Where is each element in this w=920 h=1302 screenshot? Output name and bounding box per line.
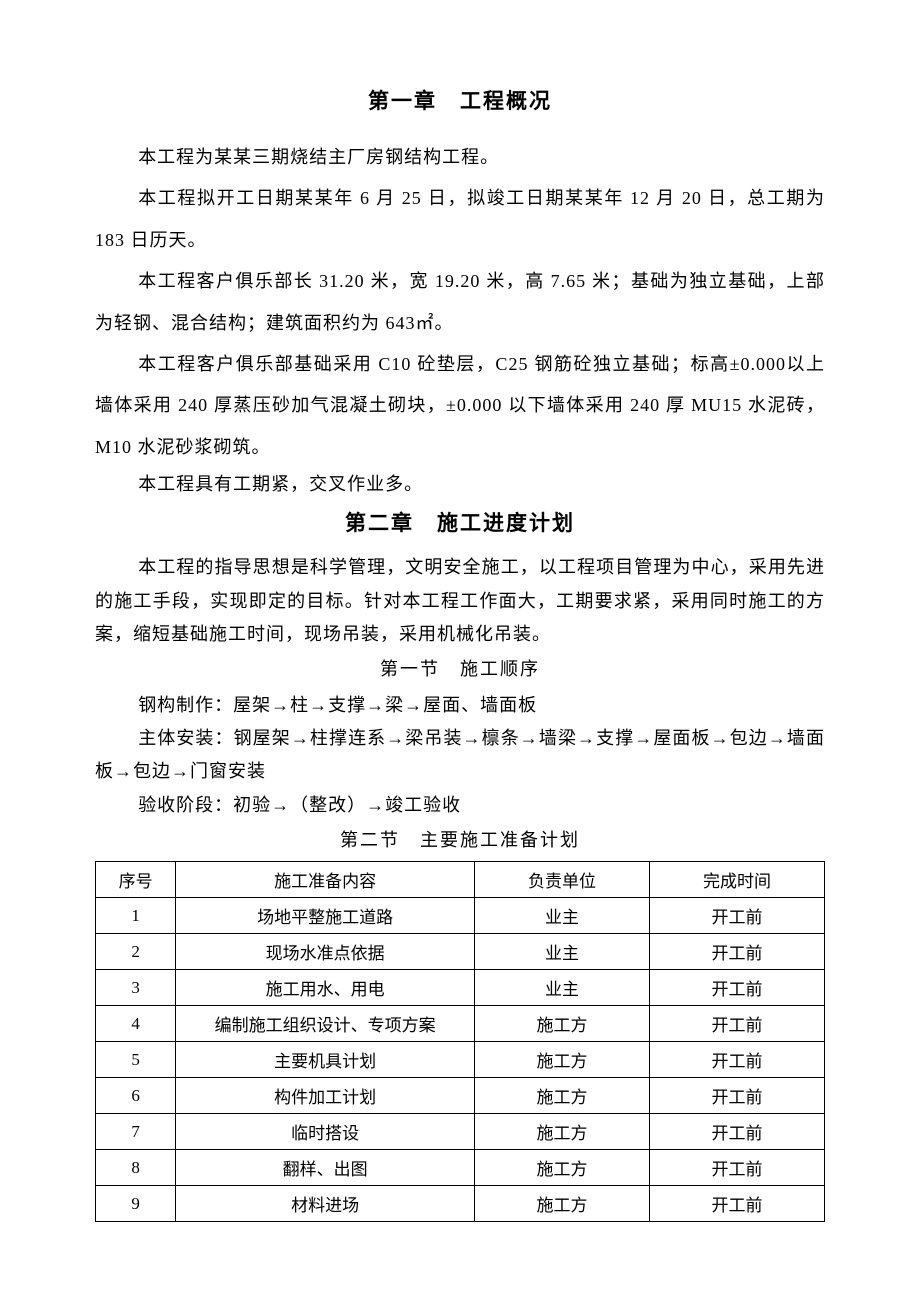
table-cell: 翻样、出图 (176, 1150, 475, 1186)
table-cell: 9 (96, 1186, 176, 1222)
section-1-para-2: 主体安装：钢屋架→柱撑连系→梁吊装→檩条→墙梁→支撑→屋面板→包边→墙面板→包边… (95, 722, 825, 789)
table-cell: 7 (96, 1114, 176, 1150)
table-header-row: 序号 施工准备内容 负责单位 完成时间 (96, 862, 825, 898)
chapter-1-para-4: 本工程客户俱乐部基础采用 C10 砼垫层，C25 钢筋砼独立基础；标高±0.00… (95, 344, 825, 468)
table-row: 4编制施工组织设计、专项方案施工方开工前 (96, 1006, 825, 1042)
chapter-1-para-1: 本工程为某某三期烧结主厂房钢结构工程。 (95, 137, 825, 178)
table-cell: 开工前 (650, 898, 825, 934)
table-cell: 材料进场 (176, 1186, 475, 1222)
table-cell: 施工用水、用电 (176, 970, 475, 1006)
table-row: 6构件加工计划施工方开工前 (96, 1078, 825, 1114)
table-cell: 主要机具计划 (176, 1042, 475, 1078)
table-cell: 施工方 (475, 1114, 650, 1150)
table-row: 3施工用水、用电业主开工前 (96, 970, 825, 1006)
table-cell: 施工方 (475, 1006, 650, 1042)
table-header-seq: 序号 (96, 862, 176, 898)
section-2-title: 第二节 主要施工准备计划 (95, 824, 825, 857)
table-row: 1场地平整施工道路业主开工前 (96, 898, 825, 934)
table-header-unit: 负责单位 (475, 862, 650, 898)
table-row: 7临时搭设施工方开工前 (96, 1114, 825, 1150)
table-cell: 场地平整施工道路 (176, 898, 475, 934)
table-cell: 开工前 (650, 1186, 825, 1222)
table-cell: 施工方 (475, 1150, 650, 1186)
chapter-2-title: 第二章 施工进度计划 (95, 507, 825, 537)
table-cell: 开工前 (650, 934, 825, 970)
table-cell: 开工前 (650, 1006, 825, 1042)
preparation-table: 序号 施工准备内容 负责单位 完成时间 1场地平整施工道路业主开工前2现场水准点… (95, 861, 825, 1222)
table-cell: 开工前 (650, 1078, 825, 1114)
table-cell: 2 (96, 934, 176, 970)
chapter-1-para-3: 本工程客户俱乐部长 31.20 米，宽 19.20 米，高 7.65 米；基础为… (95, 261, 825, 344)
section-1-title: 第一节 施工顺序 (95, 653, 825, 686)
table-cell: 3 (96, 970, 176, 1006)
table-cell: 编制施工组织设计、专项方案 (176, 1006, 475, 1042)
table-cell: 1 (96, 898, 176, 934)
table-cell: 施工方 (475, 1078, 650, 1114)
table-row: 2现场水准点依据业主开工前 (96, 934, 825, 970)
chapter-1-para-5: 本工程具有工期紧，交叉作业多。 (95, 468, 825, 501)
preparation-table-wrap: 序号 施工准备内容 负责单位 完成时间 1场地平整施工道路业主开工前2现场水准点… (95, 861, 825, 1222)
table-cell: 构件加工计划 (176, 1078, 475, 1114)
table-cell: 业主 (475, 970, 650, 1006)
table-cell: 开工前 (650, 1114, 825, 1150)
table-header-content: 施工准备内容 (176, 862, 475, 898)
table-cell: 开工前 (650, 1042, 825, 1078)
table-cell: 业主 (475, 898, 650, 934)
table-row: 9材料进场施工方开工前 (96, 1186, 825, 1222)
table-row: 8翻样、出图施工方开工前 (96, 1150, 825, 1186)
section-1-para-1: 钢构制作：屋架→柱→支撑→梁→屋面、墙面板 (95, 689, 825, 722)
table-cell: 施工方 (475, 1042, 650, 1078)
table-cell: 8 (96, 1150, 176, 1186)
table-cell: 开工前 (650, 970, 825, 1006)
table-cell: 开工前 (650, 1150, 825, 1186)
table-row: 5主要机具计划施工方开工前 (96, 1042, 825, 1078)
table-cell: 临时搭设 (176, 1114, 475, 1150)
table-cell: 现场水准点依据 (176, 934, 475, 970)
table-cell: 4 (96, 1006, 176, 1042)
chapter-2-para-1: 本工程的指导思想是科学管理，文明安全施工，以工程项目管理为中心，采用先进的施工手… (95, 551, 825, 651)
chapter-1-para-2: 本工程拟开工日期某某年 6 月 25 日，拟竣工日期某某年 12 月 20 日，… (95, 178, 825, 261)
table-cell: 6 (96, 1078, 176, 1114)
table-cell: 业主 (475, 934, 650, 970)
table-cell: 5 (96, 1042, 176, 1078)
table-cell: 施工方 (475, 1186, 650, 1222)
table-header-time: 完成时间 (650, 862, 825, 898)
chapter-1-title: 第一章 工程概况 (95, 85, 825, 115)
section-1-para-3: 验收阶段：初验→（整改）→竣工验收 (95, 789, 825, 822)
